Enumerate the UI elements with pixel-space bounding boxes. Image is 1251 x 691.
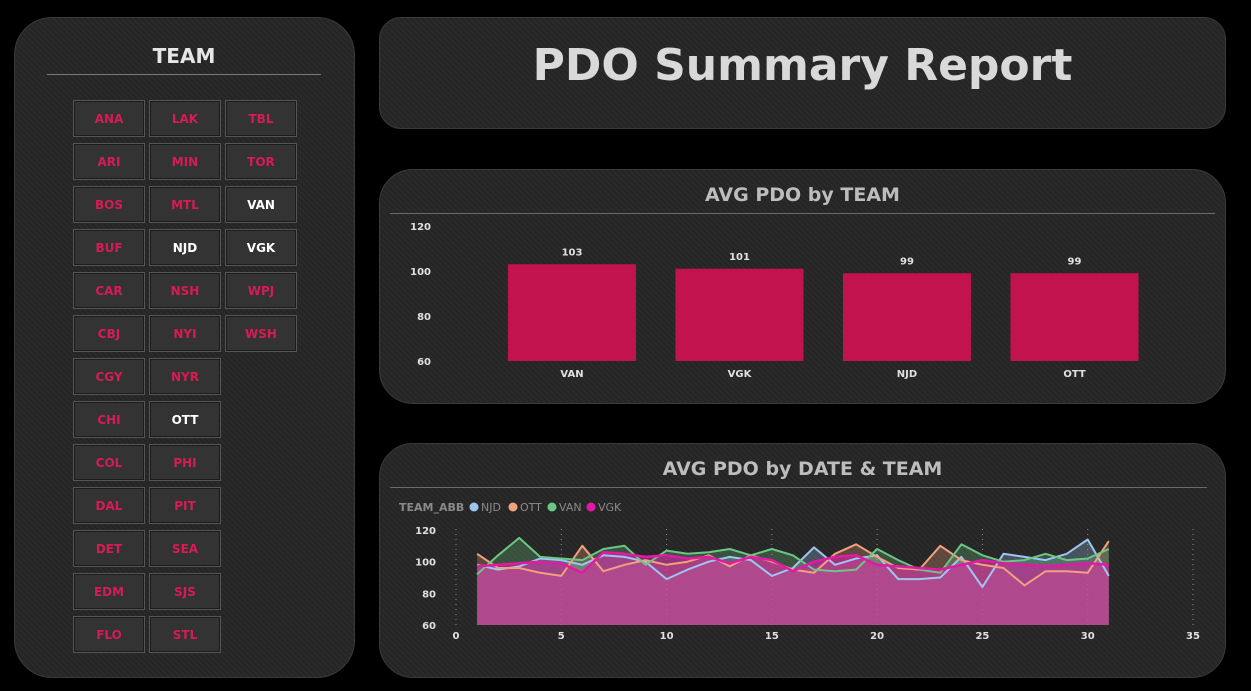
- legend-marker: [586, 502, 596, 512]
- report-title: PDO Summary Report: [532, 40, 1073, 91]
- bar-data-label: 99: [900, 256, 914, 267]
- legend-item[interactable]: VGK: [598, 501, 622, 514]
- bar-y-tick-label: 80: [417, 312, 431, 323]
- team-button-stl[interactable]: STL: [149, 616, 221, 653]
- bar-data-label: 99: [1068, 256, 1082, 267]
- team-button-buf[interactable]: BUF: [73, 229, 145, 266]
- bar-category-label: OTT: [1063, 369, 1086, 380]
- team-button-wsh[interactable]: WSH: [225, 315, 297, 352]
- legend-item[interactable]: NJD: [481, 501, 501, 514]
- team-button-dal[interactable]: DAL: [73, 487, 145, 524]
- legend: TEAM_ABB NJD OTT VAN VGK: [399, 501, 622, 514]
- line-chart-panel: AVG PDO by DATE & TEAM TEAM_ABB NJD OTT VAN…: [379, 443, 1226, 678]
- team-button-edm[interactable]: EDM: [73, 573, 145, 610]
- team-button-min[interactable]: MIN: [149, 143, 221, 180]
- team-button-wpj[interactable]: WPJ: [225, 272, 297, 309]
- team-button-car[interactable]: CAR: [73, 272, 145, 309]
- team-button-nyr[interactable]: NYR: [149, 358, 221, 395]
- line-y-tick-label: 100: [415, 558, 436, 569]
- slicer-title: TEAM: [47, 44, 321, 75]
- bar-category-label: NJD: [897, 369, 917, 380]
- line-x-tick-label: 20: [870, 631, 884, 642]
- bar-chart-divider: [390, 213, 1215, 214]
- bar-njd[interactable]: [843, 273, 971, 361]
- team-button-bos[interactable]: BOS: [73, 186, 145, 223]
- team-button-mtl[interactable]: MTL: [149, 186, 221, 223]
- line-chart: TEAM_ABB NJD OTT VAN VGK 0 5 10 15 20 25 30 35 60 80 10…: [399, 501, 1200, 642]
- line-x-tick-label: 10: [660, 631, 674, 642]
- report-title-panel: PDO Summary Report: [379, 17, 1226, 129]
- team-button-flo[interactable]: FLO: [73, 616, 145, 653]
- line-ott[interactable]: [476, 540, 1110, 587]
- bar-chart-panel: AVG PDO by TEAM 60 80 100 120 103 VAN 101 VGK 99…: [379, 169, 1226, 404]
- bar-chart: 60 80 100 120 103 VAN 101 VGK 99 NJD 99 OTT: [410, 222, 1139, 380]
- bar-y-tick-label: 100: [410, 267, 431, 278]
- legend-marker: [469, 502, 479, 512]
- line-njd[interactable]: [476, 538, 1110, 588]
- bar-category-label: VGK: [728, 369, 753, 380]
- team-button-sea[interactable]: SEA: [149, 530, 221, 567]
- team-button-tor[interactable]: TOR: [225, 143, 297, 180]
- bar-category-label: VAN: [560, 369, 583, 380]
- line-chart-title: AVG PDO by DATE & TEAM: [662, 458, 943, 480]
- team-button-vgk[interactable]: VGK: [225, 229, 297, 266]
- team-button-nyi[interactable]: NYI: [149, 315, 221, 352]
- line-van[interactable]: [476, 536, 1110, 576]
- team-button-ari[interactable]: ARI: [73, 143, 145, 180]
- legend-title: TEAM_ABB: [399, 501, 464, 514]
- line-x-tick-label: 30: [1081, 631, 1095, 642]
- line-y-tick-label: 80: [422, 589, 436, 600]
- team-button-pit[interactable]: PIT: [149, 487, 221, 524]
- team-button-col[interactable]: COL: [73, 444, 145, 481]
- bar-y-tick-label: 120: [410, 222, 431, 233]
- legend-item[interactable]: VAN: [559, 501, 582, 514]
- bar-data-label: 103: [562, 247, 583, 258]
- bar-van[interactable]: [508, 264, 636, 361]
- team-button-sjs[interactable]: SJS: [149, 573, 221, 610]
- bar-chart-title: AVG PDO by TEAM: [705, 184, 900, 206]
- team-button-njd[interactable]: NJD: [149, 229, 221, 266]
- team-button-chi[interactable]: CHI: [73, 401, 145, 438]
- area-vgk: [477, 552, 1109, 625]
- line-x-tick-label: 35: [1186, 631, 1200, 642]
- team-button-det[interactable]: DET: [73, 530, 145, 567]
- team-slicer-panel: TEAM ANA ARI BOS BUF CAR CBJ CGY CHI COL DAL DET ED…: [14, 17, 355, 678]
- line-chart-divider: [390, 487, 1207, 488]
- bar-y-tick-label: 60: [417, 357, 431, 368]
- legend-marker: [508, 502, 518, 512]
- team-button-ana[interactable]: ANA: [73, 100, 145, 137]
- bar-ott[interactable]: [1010, 273, 1139, 361]
- line-y-tick-label: 60: [422, 621, 436, 632]
- team-button-tbl[interactable]: TBL: [225, 100, 297, 137]
- legend-marker: [547, 502, 557, 512]
- line-vgk[interactable]: [477, 550, 1109, 575]
- team-button-cgy[interactable]: CGY: [73, 358, 145, 395]
- line-x-tick-label: 25: [975, 631, 989, 642]
- team-button-nsh[interactable]: NSH: [149, 272, 221, 309]
- team-button-phi[interactable]: PHI: [149, 444, 221, 481]
- team-button-cbj[interactable]: CBJ: [73, 315, 145, 352]
- bar-data-label: 101: [729, 252, 750, 263]
- line-x-tick-label: 5: [558, 631, 565, 642]
- team-button-ott[interactable]: OTT: [149, 401, 221, 438]
- legend-item[interactable]: OTT: [520, 501, 542, 514]
- team-button-van[interactable]: VAN: [225, 186, 297, 223]
- line-x-tick-label: 15: [765, 631, 779, 642]
- line-x-tick-label: 0: [453, 631, 460, 642]
- bar-vgk[interactable]: [675, 268, 804, 361]
- line-y-tick-label: 120: [415, 526, 436, 537]
- team-button-lak[interactable]: LAK: [149, 100, 221, 137]
